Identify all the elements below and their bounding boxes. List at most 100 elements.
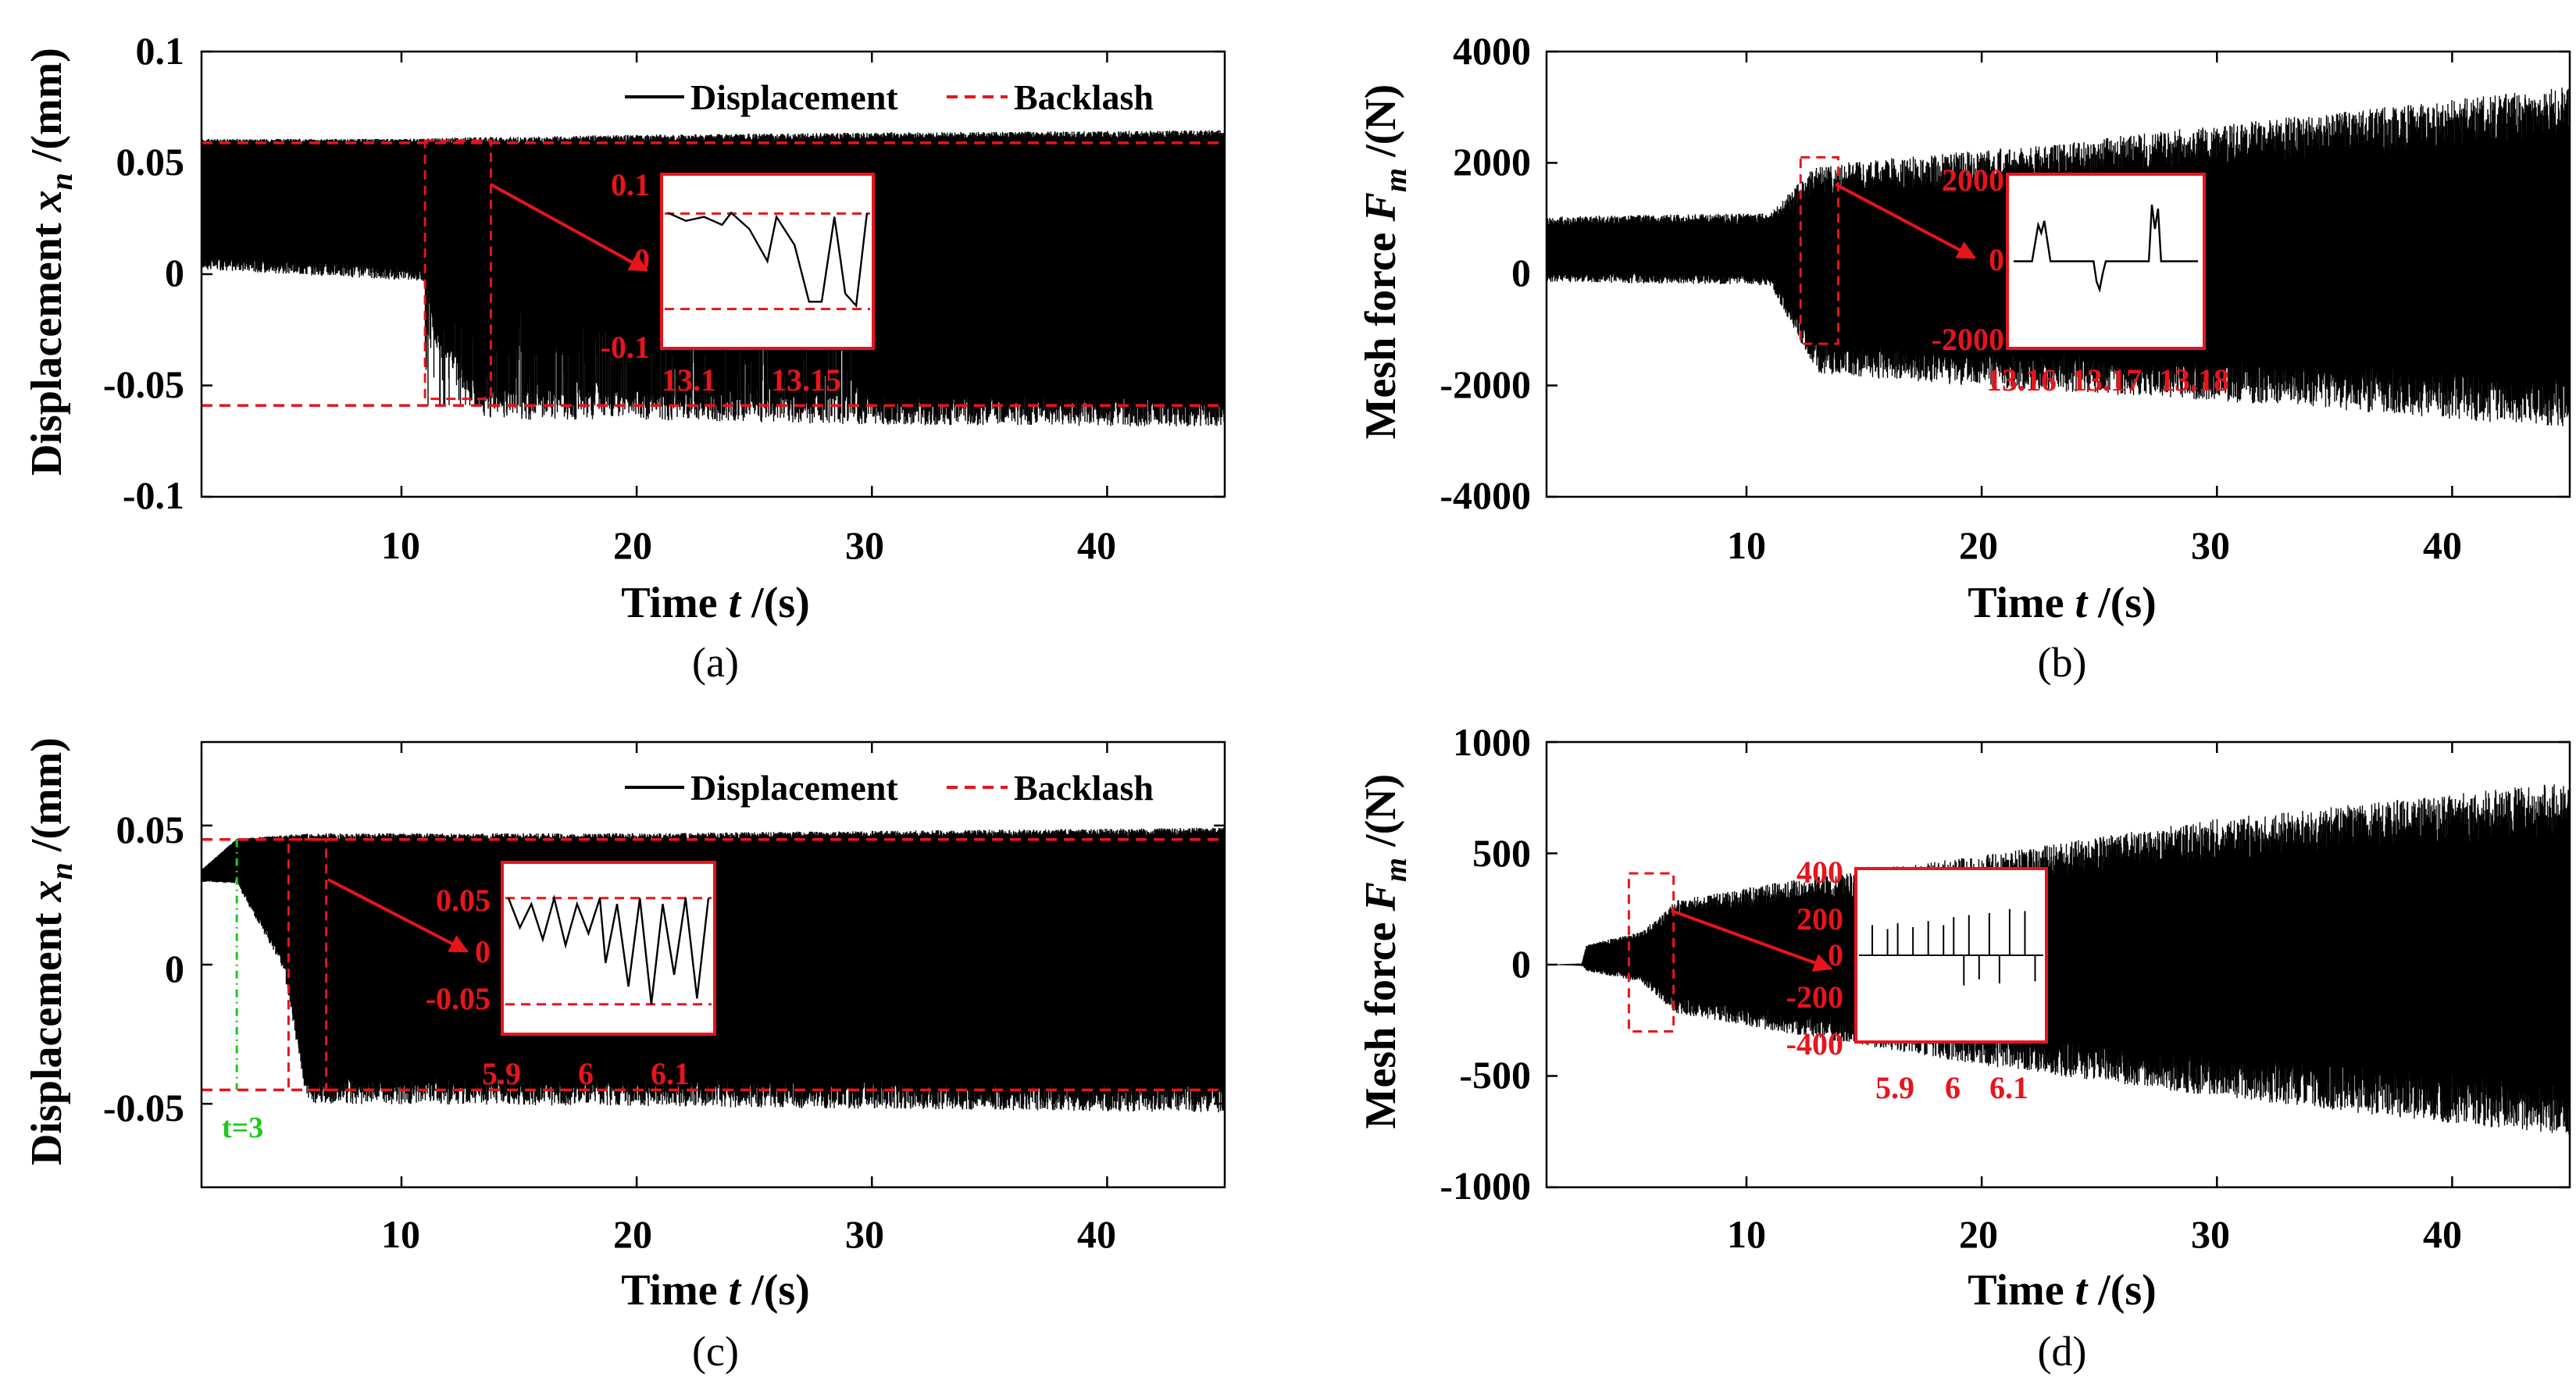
inset-b-ytick-label: 2000: [1942, 162, 2004, 198]
panel-b-ytick-label: -2000: [1440, 362, 1531, 406]
panel-c-ylabel: Displacement xn /(mm): [23, 737, 79, 1165]
panel-a-legend-displacement: Displacement: [690, 77, 898, 117]
panel-c-xtick-label: 40: [1077, 1212, 1116, 1256]
panel-c-inset-labels: 0.05 0 -0.05 5.9 6 6.1: [426, 883, 690, 1091]
panel-b-caption: (b): [2038, 639, 2087, 686]
panel-b-xtick-label: 10: [1727, 523, 1766, 567]
zoom-arrow: [327, 878, 469, 953]
inset-d-xtick-label: 5.9: [1875, 1070, 1914, 1105]
panel-d-inset-labels: 400 200 0 -200 -400 5.9 6 6.1: [1786, 855, 2028, 1105]
inset-d-ytick-label: 0: [1828, 937, 1843, 972]
panel-d: -1000 -500 0 500 1000 10 20 30 40 Time t…: [1357, 720, 2571, 1375]
panel-d-xtick-label: 40: [2423, 1212, 2462, 1256]
panel-a-ytick-label: -0.1: [123, 473, 184, 517]
panel-d-ylabel: Mesh force Fm /(N): [1357, 774, 1413, 1129]
inset-d-xtick-label: 6.1: [1989, 1070, 2028, 1105]
zoom-region-box: [1627, 872, 1675, 1033]
inset-c-xtick-label: 6.1: [651, 1056, 690, 1091]
panel-a-xtick-labels: 10 20 30 40: [381, 523, 1116, 567]
panel-a-legend: Displacement Backlash: [625, 77, 1154, 117]
zoom-arrow: [1835, 183, 1977, 259]
panel-c-xlabel: Time t /(s): [621, 1266, 810, 1315]
zoom-arrow: [1671, 909, 1833, 972]
panel-d-xtick-label: 10: [1727, 1212, 1766, 1256]
panel-a-ytick-label: -0.05: [103, 362, 184, 406]
inset-b-xtick-label: 13.18: [2159, 362, 2229, 398]
inset-b-xtick-label: 13.17: [2071, 362, 2142, 398]
panel-c-t3-label: t=3: [222, 1111, 263, 1144]
panel-a-xtick-label: 40: [1077, 523, 1116, 567]
panel-b-xtick-label: 20: [1959, 523, 1998, 567]
inset-a-ytick-label: -0.1: [601, 330, 650, 365]
panel-c-legend-backlash: Backlash: [1014, 768, 1154, 808]
panel-b-ytick-label: 2000: [1453, 140, 1531, 184]
panel-b-inset-labels: 2000 0 -2000 13.16 13.17 13.18: [1932, 162, 2229, 398]
panel-d-ytick-label: -500: [1459, 1053, 1531, 1097]
panel-a-inset-labels: 0.1 0 -0.1 13.1 13.15: [601, 167, 841, 398]
panel-d-ytick-labels: -1000 -500 0 500 1000: [1440, 720, 1531, 1208]
zoom-region-box: [287, 838, 328, 1091]
inset-b-ytick-label: -2000: [1932, 322, 2004, 357]
panel-a-ytick-label: 0: [165, 251, 184, 294]
panel-a-xlabel: Time t /(s): [621, 579, 810, 627]
panel-c: -0.05 0 0.05 10 20 30 40 Time t /(s) Dis…: [23, 737, 1226, 1375]
panel-a-ylabel: Displacement xn /(mm): [23, 48, 79, 476]
signal-trace-d: [1547, 784, 2571, 1135]
panel-b: -4000 -2000 0 2000 4000 10 20 30 40 Time…: [1357, 29, 2571, 686]
inset-a-xtick-label: 13.1: [662, 362, 716, 398]
inset-c-ytick-label: 0: [475, 934, 491, 969]
zoom-arrow: [490, 183, 649, 272]
zoom-region-box: [1799, 155, 1839, 345]
inset-d-ytick-label: 400: [1796, 855, 1843, 890]
panel-a-legend-backlash: Backlash: [1014, 77, 1154, 117]
panel-c-xtick-label: 20: [613, 1212, 652, 1256]
inset-a-xtick-label: 13.15: [771, 362, 841, 398]
inset-a-ytick-label: 0.1: [611, 167, 650, 202]
panel-a-ytick-label: 0.05: [116, 140, 185, 184]
panel-a-ytick-labels: -0.1 -0.05 0 0.05 0.1: [103, 29, 184, 517]
inset-signal-curve: [507, 894, 710, 1004]
panel-c-xtick-label: 10: [381, 1212, 420, 1256]
panel-d-ytick-label: 0: [1511, 942, 1531, 986]
panel-b-xtick-labels: 10 20 30 40: [1727, 523, 2462, 567]
panel-a-xtick-label: 30: [845, 523, 884, 567]
panel-b-ytick-labels: -4000 -2000 0 2000 4000: [1440, 29, 1531, 517]
panel-c-xtick-labels: 10 20 30 40: [381, 1212, 1116, 1256]
panel-c-ytick-label: -0.05: [103, 1086, 184, 1129]
panel-c-ytick-label: 0: [165, 947, 184, 990]
panel-a-plot: [200, 50, 1226, 498]
panel-c-ytick-labels: -0.05 0 0.05: [103, 808, 184, 1129]
panel-d-ytick-label: -1000: [1440, 1164, 1531, 1208]
panel-d-xtick-label: 20: [1959, 1212, 1998, 1256]
panel-b-ylabel: Mesh force Fm /(N): [1357, 84, 1413, 440]
panel-b-plot: [1545, 50, 2571, 498]
panel-b-xtick-label: 40: [2423, 523, 2462, 567]
inset-a-ytick-label: 0: [634, 242, 650, 277]
panel-b-ytick-label: 4000: [1453, 29, 1531, 73]
zoom-region-box: [423, 139, 492, 401]
panel-d-xlabel: Time t /(s): [1968, 1266, 2157, 1315]
inset-d-xtick-label: 6: [1945, 1070, 1961, 1105]
panel-c-legend: Displacement Backlash: [625, 768, 1154, 808]
inset-d-ytick-label: 200: [1796, 901, 1843, 937]
panel-d-xtick-label: 30: [2191, 1212, 2230, 1256]
panel-a-caption: (a): [692, 639, 739, 686]
panel-c-plot: [200, 740, 1226, 1189]
inset-b-xtick-label: 13.16: [1986, 362, 2057, 398]
inset-b-ytick-label: 0: [1989, 242, 2004, 277]
panel-d-ytick-label: 1000: [1453, 720, 1531, 764]
panel-b-ytick-label: 0: [1511, 251, 1531, 294]
panel-b-xlabel: Time t /(s): [1968, 579, 2157, 627]
panel-a-ytick-label: 0.1: [136, 29, 185, 73]
panel-a-xtick-label: 10: [381, 523, 420, 567]
panel-c-caption: (c): [692, 1328, 739, 1375]
inset-signal-curve: [2014, 204, 2198, 294]
panel-b-xtick-label: 30: [2191, 523, 2230, 567]
inset-c-xtick-label: 5.9: [482, 1056, 521, 1091]
panel-d-ytick-label: 500: [1472, 831, 1531, 875]
inset-c-xtick-label: 6: [578, 1056, 594, 1091]
panel-d-plot: [1545, 740, 2571, 1189]
inset-d-ytick-label: -400: [1786, 1026, 1843, 1062]
inset-frame: [660, 173, 875, 350]
